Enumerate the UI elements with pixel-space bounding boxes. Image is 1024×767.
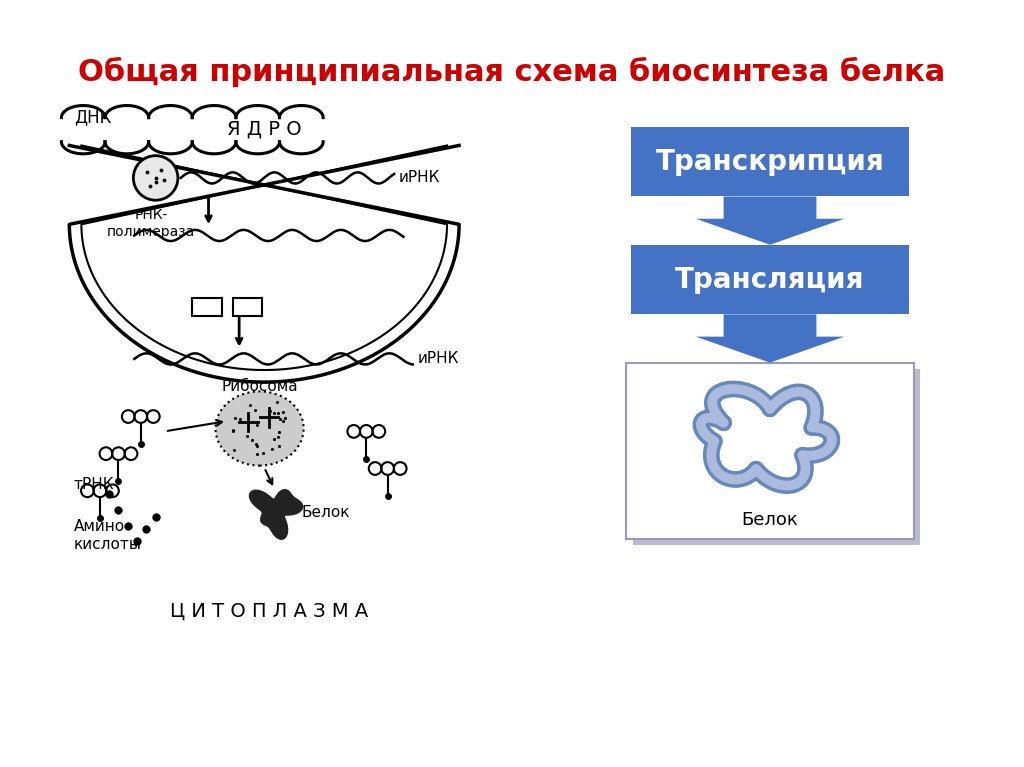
FancyBboxPatch shape [631,245,909,314]
Text: иРНК: иРНК [418,351,459,367]
Polygon shape [695,314,844,363]
Ellipse shape [215,391,304,466]
Polygon shape [695,196,844,245]
Polygon shape [250,489,302,539]
Text: Я Д Р О: Я Д Р О [227,120,301,139]
FancyBboxPatch shape [626,363,913,539]
Text: Трансляция: Трансляция [675,265,864,294]
Text: Белок: Белок [301,505,350,521]
Text: Транскрипция: Транскрипция [655,148,885,176]
Circle shape [133,156,178,200]
Text: иРНК: иРНК [398,170,440,186]
Text: ДНК: ДНК [74,109,112,127]
Text: Амино-
кислоты: Амино- кислоты [74,518,141,552]
Bar [191,298,221,316]
Text: тРНК: тРНК [74,477,115,492]
Bar [232,298,262,316]
FancyBboxPatch shape [633,369,921,545]
Text: Белок: Белок [741,512,799,529]
Text: Ц И Т О П Л А З М А: Ц И Т О П Л А З М А [170,602,368,621]
FancyBboxPatch shape [631,127,909,196]
Text: Рибосома: Рибосома [221,380,298,394]
Text: Общая принципиальная схема биосинтеза белка: Общая принципиальная схема биосинтеза бе… [79,58,945,87]
Text: РНК-
полимераза: РНК- полимераза [106,208,196,239]
